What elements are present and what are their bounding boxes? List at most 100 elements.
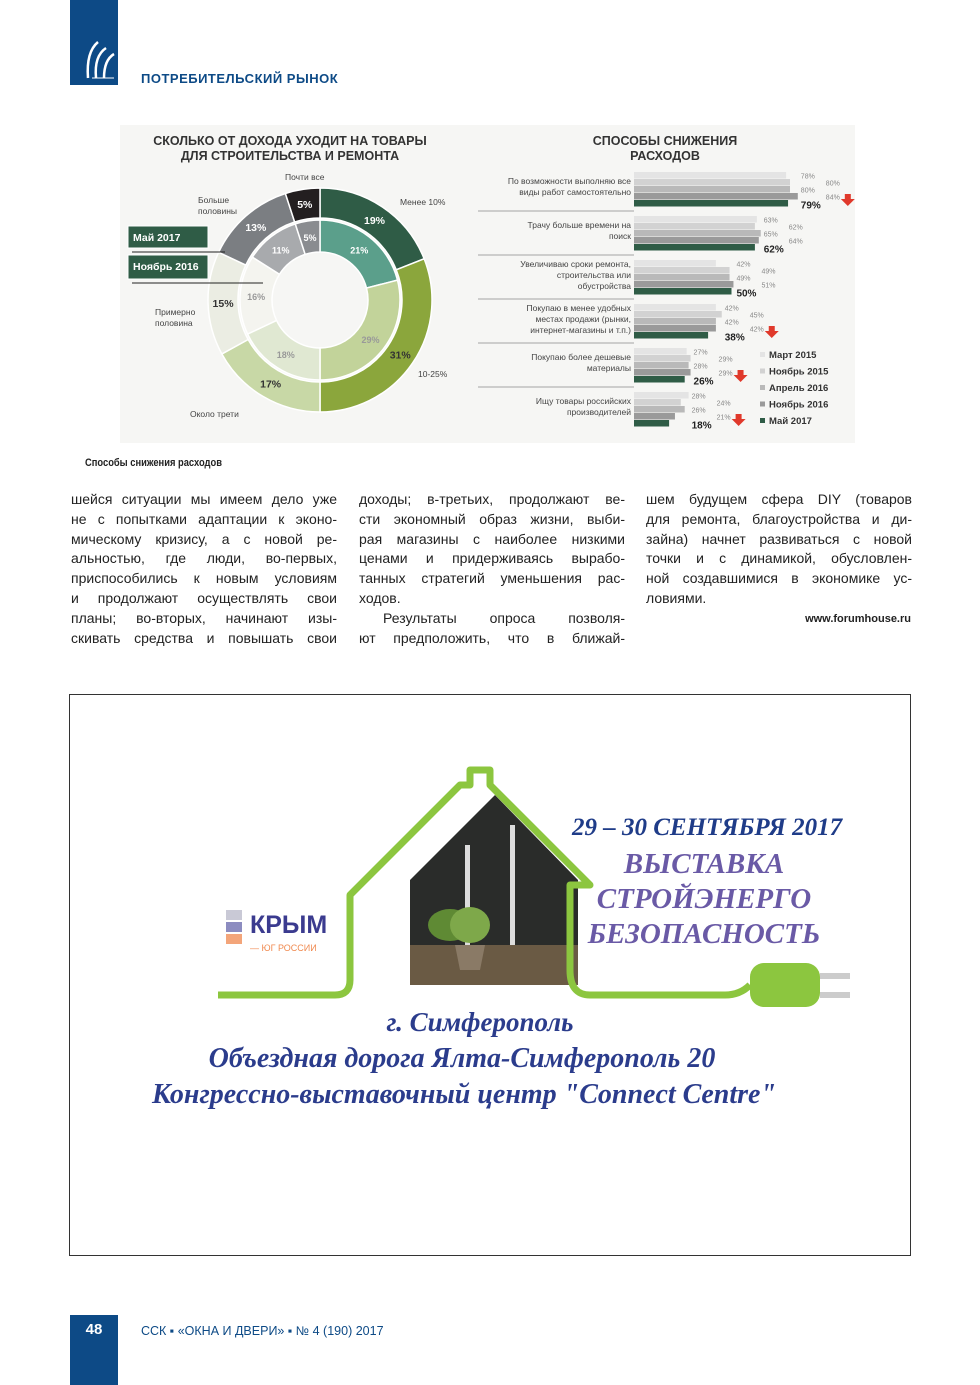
donut-category-label: Примерно половина (155, 307, 196, 328)
plug-icon (724, 963, 850, 1007)
bar-category-label: Увеличиваю сроки ремонта, строительства и… (520, 259, 631, 291)
source-link[interactable]: www.forumhouse.ru (805, 613, 911, 625)
donut-category-label: Больше половины (198, 195, 237, 216)
bar (634, 392, 689, 399)
krym-logo: КРЫМ — ЮГ РОССИИ (226, 910, 327, 953)
donut-category-label: Менее 10% (400, 197, 446, 207)
bar-value-label: 51% (761, 283, 775, 290)
bar (634, 406, 685, 413)
bar (634, 281, 734, 288)
bar-value-label: 49% (761, 269, 775, 276)
text-line: альностью, где люди, во-первых, (71, 550, 337, 567)
footer-text: ССК ▪ «ОКНА И ДВЕРИ» ▪ № 4 (190) 2017 (141, 1324, 384, 1338)
legend-label: Март 2015 (769, 350, 817, 361)
label-part: местах продажи (рынки, (535, 314, 631, 324)
footer-color-bar (70, 1315, 118, 1385)
decrease-arrow-icon (733, 370, 748, 382)
bar (634, 318, 716, 325)
text-line: ловиями. (646, 589, 707, 606)
label-part: Менее 10% (400, 197, 446, 207)
figure-caption: Способы снижения расходов (85, 457, 222, 469)
ad-title-1: ВЫСТАВКА (623, 848, 784, 880)
text-line: ной создавшимися в экономике ус- (646, 570, 912, 587)
bar-value-label: 26% (694, 377, 714, 388)
bar (634, 369, 691, 376)
bar (634, 237, 759, 244)
donut-value-label: 29% (362, 335, 380, 345)
text-line: Результаты опроса позволя- (383, 609, 625, 626)
decrease-arrow-icon (840, 194, 855, 206)
text-line: точки и с динамикой, обусловлен- (646, 550, 912, 567)
bar-value-label: 50% (736, 289, 756, 300)
page-number: 48 (85, 1321, 103, 1338)
bar-category-label: Ищу товары российских производителей (536, 396, 632, 417)
label-part: материалы (587, 363, 631, 373)
text-line: ходов. (359, 589, 401, 606)
bar (634, 200, 789, 207)
label-part: строительства или (557, 270, 631, 280)
magazine-logo-icon (86, 41, 115, 79)
bar-value-label: 29% (719, 371, 733, 378)
decrease-arrow-icon (731, 414, 746, 426)
bar-value-label: 62% (789, 225, 803, 232)
series-label: Май 2017 (133, 232, 181, 244)
bar (634, 420, 670, 427)
label-part: половина (155, 318, 193, 328)
bar-value-label: 42% (736, 262, 750, 269)
text-column-2: доходы; в-третьих, продолжают ве-сти эко… (359, 490, 625, 648)
bar-value-label: 29% (719, 357, 733, 364)
bar (634, 399, 681, 406)
bar-value-label: 42% (750, 327, 764, 334)
decrease-arrow-icon (764, 326, 779, 338)
text-line: танных стратегий уменьшения рас- (359, 570, 625, 587)
text-line: и продолжают осуществлять свои (71, 589, 337, 606)
house-outline (218, 766, 725, 999)
bar-value-label: 42% (725, 306, 739, 313)
ad-address: Объездная дорога Ялта-Симферополь 20 (209, 1043, 716, 1074)
legend-swatch (760, 368, 765, 374)
house-photo (410, 795, 578, 985)
bar (634, 311, 722, 318)
bar (634, 179, 790, 186)
bar (634, 304, 716, 311)
legend-swatch (760, 401, 765, 407)
donut-title-line: СКОЛЬКО ОТ ДОХОДА УХОДИТ НА ТОВАРЫ (153, 134, 427, 148)
logo-sub-text: — ЮГ РОССИИ (250, 943, 317, 953)
text-line: ценами и придерживаясь вырабо- (359, 550, 625, 567)
bar (634, 223, 755, 230)
donut-value-label: 5% (303, 233, 316, 243)
bar (634, 274, 730, 281)
charts-figure: СКОЛЬКО ОТ ДОХОДА УХОДИТ НА ТОВАРЫ ДЛЯ СТ… (120, 125, 855, 443)
text-line: ют предположить, что в ближай- (359, 629, 625, 646)
bar-title-line: РАСХОДОВ (630, 149, 700, 163)
bar-value-label: 21% (717, 415, 731, 422)
series-label-box (127, 225, 209, 249)
bar-value-label: 45% (750, 313, 764, 320)
bar-value-label: 80% (826, 181, 840, 188)
bar (634, 244, 755, 251)
legend-label: Ноябрь 2016 (769, 400, 828, 411)
label-part: виды работ самостоятельно (519, 187, 631, 197)
bar-value-label: 18% (692, 421, 712, 432)
bar-category-label: Трачу больше времени на поиск (528, 220, 632, 241)
bar-category-label: Покупаю в менее удобных местах продажи (р… (526, 303, 631, 335)
bar (634, 288, 732, 295)
text-line: приспособились к новым условиям (71, 570, 337, 587)
donut-value-label: 15% (213, 298, 235, 310)
ad-city: г. Симферополь (387, 1007, 574, 1037)
ad-date: 29 – 30 СЕНТЯБРЯ 2017 (571, 814, 844, 841)
bar (634, 267, 730, 274)
text-line: скивать средства и повышать свои (71, 629, 337, 646)
series-label-box (127, 254, 209, 280)
legend-label: Ноябрь 2015 (769, 367, 829, 378)
label-part: обустройства (578, 281, 631, 291)
bar-value-label: 27% (694, 350, 708, 357)
label-part: Трачу больше времени на (528, 220, 632, 230)
legend-swatch (760, 385, 765, 390)
logo-main-text: КРЫМ (250, 911, 327, 939)
text-line: шейся ситуации мы имеем дело уже (71, 491, 337, 507)
bar-value-label: 42% (725, 320, 739, 327)
bar-value-label: 49% (736, 276, 750, 283)
bar-category-label: По возможности выполняю все виды работ са… (508, 176, 631, 197)
bar-value-label: 28% (694, 364, 708, 371)
